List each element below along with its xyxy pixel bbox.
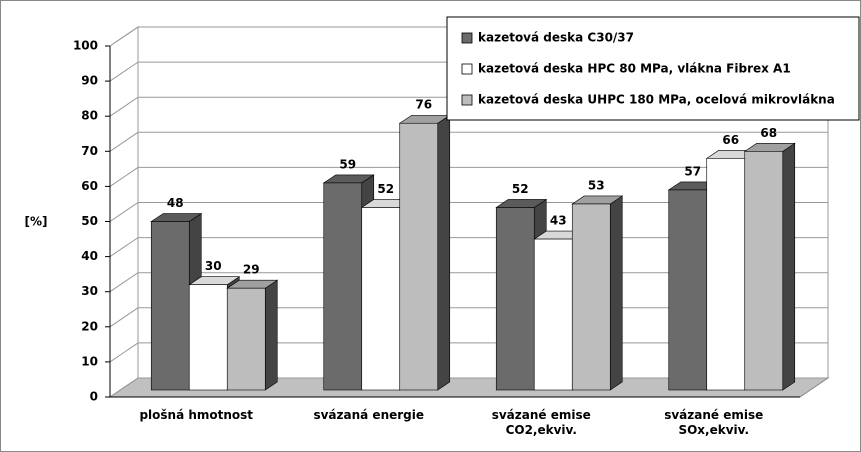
data-label: 52 <box>377 182 394 196</box>
y-tick-label: 80 <box>81 109 98 123</box>
legend-box <box>446 16 860 121</box>
bar-front <box>706 158 746 391</box>
bar-top-shade <box>151 213 202 222</box>
data-label: 52 <box>512 182 529 196</box>
bar-front <box>399 122 439 391</box>
legend-label: kazetová deska UHPC 180 MPa, ocelová mik… <box>478 93 835 107</box>
bar-side <box>782 142 796 391</box>
bar-front <box>188 284 228 391</box>
legend-label: kazetová deska C30/37 <box>478 31 634 45</box>
bar-top-shade <box>496 199 547 208</box>
legend-swatch <box>461 32 473 44</box>
bar-side <box>609 195 623 391</box>
grid-line <box>109 131 828 152</box>
bar-side <box>264 279 278 391</box>
y-tick-label: 0 <box>90 390 98 404</box>
bar-top-shade <box>572 195 623 204</box>
bar-top-shade <box>361 199 412 208</box>
bar-top-shade <box>227 280 278 289</box>
bar-side <box>437 114 451 391</box>
bar-top-shade <box>534 231 585 240</box>
bar-top-shade <box>189 276 240 285</box>
grid-line <box>109 166 828 187</box>
bar-top-shade <box>668 181 719 190</box>
y-tick-label: 30 <box>81 284 98 298</box>
bar <box>571 195 624 391</box>
x-tick-label: svázané emise SOx,ekviv. <box>664 408 764 437</box>
bar-top-shade <box>706 150 757 159</box>
data-label: 53 <box>588 178 605 192</box>
bar-front <box>495 207 535 391</box>
bar-front <box>150 221 190 391</box>
legend-swatch <box>461 94 473 106</box>
y-tick-label: 90 <box>81 74 98 88</box>
data-label: 76 <box>415 98 432 112</box>
y-axis-label: [%] <box>25 215 48 229</box>
data-label: 68 <box>760 126 777 140</box>
y-tick-label: 20 <box>81 319 98 333</box>
y-tick-label: 70 <box>81 144 98 158</box>
bar-front <box>323 182 363 391</box>
data-label: 66 <box>722 133 739 147</box>
x-tick-label: plošná hmotnost <box>139 408 254 422</box>
x-tick-label: svázaná energie <box>313 408 425 422</box>
bar-front <box>744 151 784 391</box>
legend-label: kazetová deska HPC 80 MPa, vlákna Fibrex… <box>478 62 791 76</box>
y-tick-label: 50 <box>81 214 98 228</box>
bar <box>226 279 279 391</box>
y-tick-label: 60 <box>81 179 98 193</box>
x-tick-label: svázané emise CO2,ekviv. <box>491 408 591 437</box>
y-tick-label: 40 <box>81 249 98 263</box>
bar-top-shade <box>744 143 795 152</box>
bar <box>743 142 796 391</box>
bar-front <box>668 189 708 391</box>
data-label: 59 <box>339 157 356 171</box>
y-tick-label: 100 <box>73 39 98 53</box>
legend-swatch <box>461 63 473 75</box>
bar-front <box>571 203 611 391</box>
data-label: 30 <box>205 259 222 273</box>
data-label: 29 <box>243 263 260 277</box>
data-label: 57 <box>684 164 701 178</box>
data-label: 43 <box>550 214 567 228</box>
bar <box>398 114 451 391</box>
bar-front <box>361 207 401 391</box>
bar-top-shade <box>399 115 450 124</box>
bar-top-shade <box>323 174 374 183</box>
bar-front <box>533 238 573 391</box>
legend: kazetová deska C30/37 kazetová deska HPC … <box>446 16 860 121</box>
data-label: 48 <box>167 196 184 210</box>
y-tick-label: 10 <box>81 354 98 368</box>
bar-front <box>226 287 266 391</box>
